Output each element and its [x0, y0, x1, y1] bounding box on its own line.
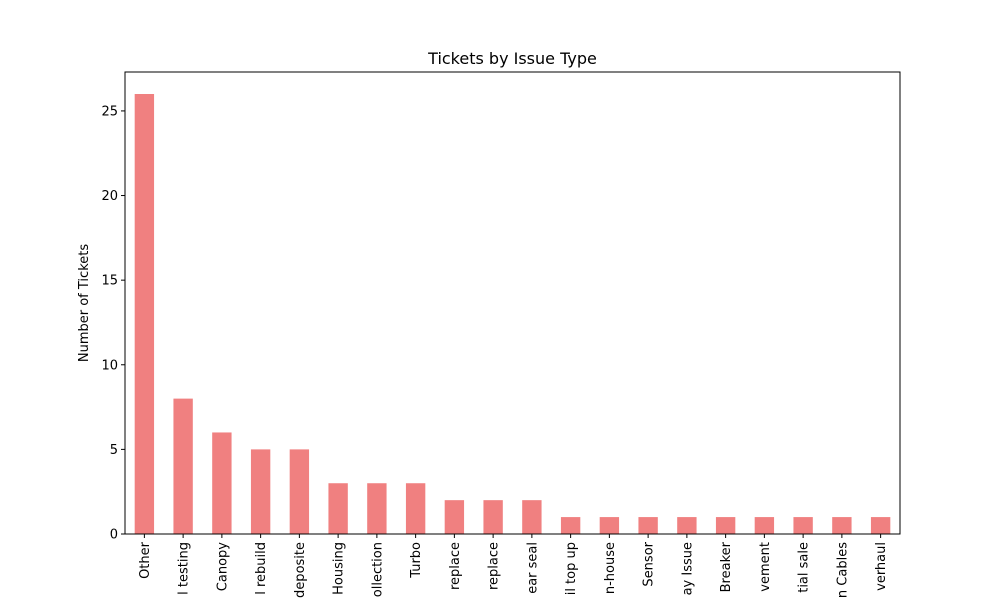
bar-7	[405, 483, 426, 534]
x-tick-label: il top up	[564, 542, 579, 595]
x-tick-label: verhaul	[874, 542, 889, 591]
x-tick-label: l testing	[177, 542, 192, 595]
bar-0	[134, 94, 155, 534]
y-tick-label: 10	[101, 358, 118, 373]
y-tick-label: 5	[110, 443, 118, 458]
bar-12	[599, 517, 620, 534]
x-tick-label: Canopy	[215, 542, 230, 591]
bars-group	[134, 94, 891, 534]
y-axis-label: Number of Tickets	[77, 244, 92, 362]
x-tick-label: Breaker	[719, 541, 734, 592]
y-tick-label: 0	[110, 528, 118, 543]
bar-19	[870, 517, 891, 534]
x-tick-label: ay Issue	[680, 542, 695, 595]
x-tick-label: replace	[487, 542, 502, 590]
y-tick-label: 25	[101, 104, 118, 119]
x-tick-label: ollection	[370, 542, 385, 597]
bar-10	[522, 500, 542, 534]
bar-3	[250, 449, 271, 534]
bar-15	[715, 517, 736, 534]
x-tick-label: deposite	[293, 542, 308, 598]
x-tick-label: Turbo	[409, 542, 424, 579]
bar-17	[793, 517, 813, 534]
bar-11	[560, 517, 581, 534]
bar-13	[638, 517, 658, 534]
bar-9	[483, 500, 503, 534]
y-tick-label: 20	[101, 189, 118, 204]
x-tick-label: l rebuild	[254, 542, 269, 595]
x-tick-label: n Cables	[835, 542, 850, 598]
chart-title: Tickets by Issue Type	[427, 49, 597, 68]
x-axis-ticks: Other l testing Canopy l rebuild deposite Hou…	[138, 534, 889, 598]
y-tick-label: 15	[101, 274, 118, 289]
x-tick-label: Housing	[332, 542, 347, 595]
x-tick-label: Sensor	[642, 541, 657, 586]
bar-16	[754, 517, 775, 534]
x-tick-label: Other	[138, 541, 153, 579]
bar-14	[677, 517, 697, 534]
bar-8	[444, 500, 465, 534]
x-tick-label: tial sale	[797, 542, 812, 593]
x-tick-label: ear seal	[525, 542, 540, 594]
bar-6	[367, 483, 387, 534]
bar-4	[289, 449, 310, 534]
x-tick-label: replace	[448, 542, 463, 590]
x-tick-label: vement	[758, 542, 773, 592]
bar-1	[173, 398, 193, 534]
x-tick-label: n-house	[603, 542, 618, 594]
y-axis-ticks: 0 5 10 15 20 25	[101, 104, 125, 543]
bar-2	[212, 432, 232, 534]
bar-5	[328, 483, 348, 534]
plot-area-frame	[124, 71, 901, 535]
bar-18	[832, 517, 852, 534]
